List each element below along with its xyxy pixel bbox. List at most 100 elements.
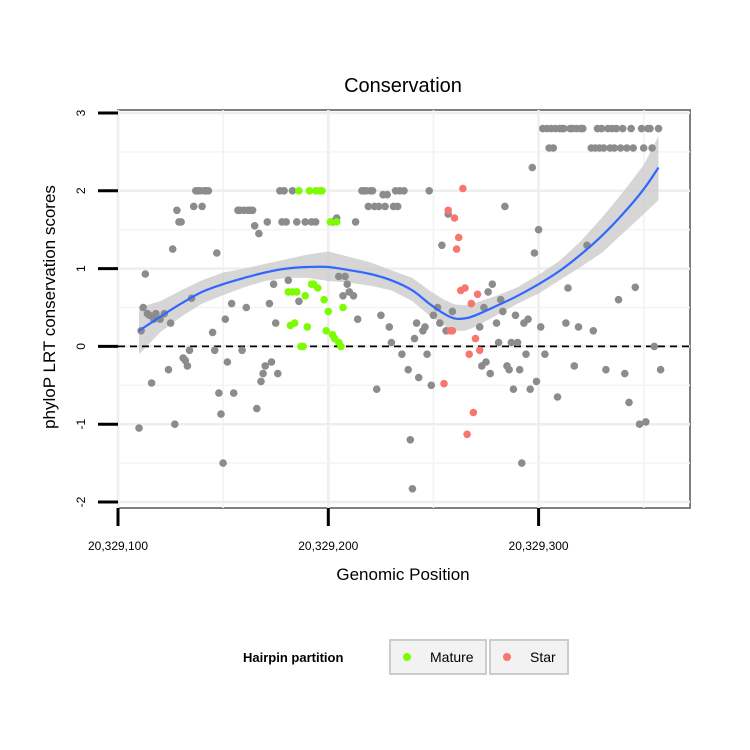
data-point-other <box>385 323 394 331</box>
legend-title: Hairpin partition <box>243 650 343 665</box>
data-point-other <box>221 315 230 324</box>
data-point-other <box>152 309 160 318</box>
data-point-other <box>530 249 539 257</box>
data-point-other <box>518 459 526 467</box>
data-point-other <box>215 389 223 397</box>
data-point-other <box>602 365 610 374</box>
data-point-other <box>252 404 261 413</box>
data-points <box>135 124 665 493</box>
data-point-star <box>467 299 476 308</box>
data-point-mature <box>320 295 328 304</box>
data-point-other <box>484 288 492 296</box>
y-tick-label: 3 <box>74 109 88 116</box>
chart-title: Conservation <box>344 75 462 97</box>
data-point-other <box>650 342 659 351</box>
data-point-other <box>398 350 406 359</box>
data-point-other <box>250 222 259 230</box>
data-point-other <box>536 323 545 331</box>
data-point-other <box>189 202 198 211</box>
data-point-other <box>513 338 522 347</box>
data-point-other <box>562 319 570 327</box>
data-point-other <box>438 241 446 250</box>
data-point-other <box>637 124 646 133</box>
data-point-other <box>219 459 227 467</box>
data-point-other <box>410 334 419 343</box>
data-point-other <box>238 346 246 355</box>
data-point-mature <box>324 307 333 316</box>
data-point-other <box>198 202 206 211</box>
data-point-other <box>383 190 392 199</box>
data-point-other <box>629 144 637 152</box>
data-point-other <box>522 350 530 359</box>
data-point-other <box>635 420 644 429</box>
data-point-star <box>465 350 474 359</box>
data-point-other <box>564 284 572 292</box>
data-point-other <box>492 319 501 327</box>
data-point-star <box>454 233 463 242</box>
data-point-other <box>412 319 421 327</box>
legend-key-mature <box>403 653 411 661</box>
data-point-other <box>406 436 415 444</box>
data-point-other <box>646 124 654 133</box>
data-point-other <box>499 307 507 316</box>
data-point-other <box>364 202 373 211</box>
x-tick-label: 20,329,100 <box>88 539 148 553</box>
data-point-other <box>534 225 543 234</box>
data-point-other <box>381 202 389 211</box>
data-point-other <box>349 292 358 300</box>
data-point-other <box>570 362 579 370</box>
y-axis: -2 -1 0 1 2 3 <box>74 109 118 507</box>
x-tick-label: 20,329,300 <box>509 539 569 553</box>
data-point-other <box>177 218 185 226</box>
data-point-other <box>511 311 520 320</box>
data-point-other <box>610 144 619 152</box>
data-point-star <box>461 284 469 292</box>
data-point-other <box>263 218 272 226</box>
data-point-other <box>425 187 434 195</box>
data-point-other <box>597 124 606 133</box>
data-point-other <box>404 365 413 374</box>
data-point-other <box>375 202 383 211</box>
data-point-other <box>185 346 194 355</box>
data-point-other <box>486 369 495 378</box>
data-point-other <box>227 299 236 308</box>
data-point-star <box>450 214 459 222</box>
plot-panel <box>117 109 691 509</box>
data-point-other <box>614 295 623 304</box>
data-point-mature <box>337 342 345 351</box>
data-point-other <box>295 297 303 306</box>
data-point-other <box>257 377 265 386</box>
data-point-other <box>600 144 608 152</box>
y-axis-title: phyloP LRT conservation scores <box>40 185 59 429</box>
data-point-other <box>627 124 635 133</box>
data-point-mature <box>301 292 310 300</box>
data-point-mature <box>339 303 347 312</box>
data-point-other <box>173 206 181 215</box>
data-point-other <box>625 398 633 407</box>
x-axis-title: Genomic Position <box>336 565 469 584</box>
data-point-other <box>274 369 282 378</box>
data-point-other <box>248 206 257 215</box>
data-point-other <box>208 328 217 337</box>
data-point-other <box>261 362 270 370</box>
data-point-star <box>463 430 471 439</box>
data-point-mature <box>295 187 303 195</box>
data-point-other <box>631 283 640 292</box>
data-point-mature <box>293 288 301 296</box>
data-point-mature <box>305 187 314 195</box>
data-point-other <box>204 187 213 195</box>
data-point-other <box>436 319 444 327</box>
data-point-mature <box>322 327 331 335</box>
data-point-other <box>213 249 221 257</box>
data-point-other <box>528 163 537 172</box>
data-point-other <box>475 323 484 331</box>
data-point-other <box>532 377 541 386</box>
y-tick-label: 0 <box>74 343 88 350</box>
data-point-other <box>353 315 362 324</box>
data-point-other <box>488 280 497 289</box>
data-point-other <box>642 418 650 426</box>
data-point-other <box>229 389 238 397</box>
data-point-other <box>164 365 173 374</box>
data-point-star <box>473 290 482 299</box>
